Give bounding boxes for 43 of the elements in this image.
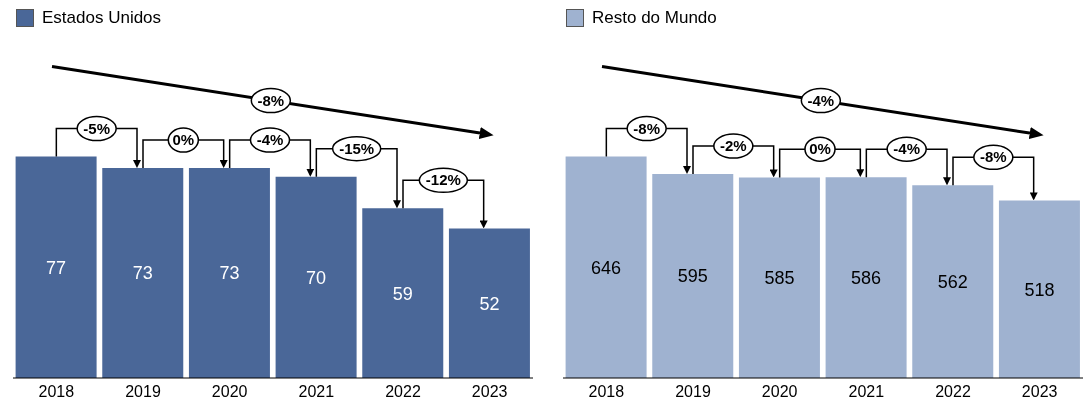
- bar: [362, 208, 444, 378]
- annotation: -15%: [339, 139, 375, 157]
- text: Resto do Mundo: [592, 8, 717, 28]
- x-tick-label: 2023: [1021, 383, 1058, 401]
- bar: [565, 156, 647, 378]
- data-label: 585: [764, 268, 795, 289]
- data-label: 59: [392, 283, 413, 304]
- bar: [738, 177, 820, 378]
- annotation: 0%: [809, 140, 831, 158]
- data-label: 73: [219, 263, 240, 284]
- data-label: 646: [591, 257, 622, 278]
- annotation: -8%: [979, 148, 1007, 166]
- annotation: -4%: [893, 140, 921, 158]
- bar: [188, 168, 270, 378]
- bar: [912, 185, 994, 378]
- x-tick-label: 2022: [935, 383, 971, 401]
- data-label: 595: [677, 266, 708, 287]
- x-tick-label: 2020: [211, 383, 248, 401]
- x-tick-label: 2020: [761, 383, 798, 401]
- data-label: 562: [937, 272, 968, 293]
- annotation: -12%: [425, 171, 461, 189]
- data-label: 77: [46, 257, 67, 278]
- x-tick-label: 2023: [471, 383, 508, 401]
- bar: [652, 174, 734, 378]
- x-tick-label: 2021: [298, 383, 335, 401]
- text: Estados Unidos: [42, 8, 162, 28]
- data-label: 73: [132, 263, 153, 284]
- data-label: 52: [479, 293, 500, 314]
- x-tick-label: 2019: [125, 383, 161, 401]
- bar: [275, 176, 357, 378]
- bar: [102, 168, 184, 378]
- bar: [998, 200, 1080, 378]
- data-label: 70: [306, 267, 327, 288]
- x-tick-label: 2018: [588, 383, 625, 401]
- bar: [448, 228, 530, 378]
- x-tick-label: 2022: [385, 383, 421, 401]
- bar: [825, 177, 907, 378]
- data-label: 586: [851, 267, 882, 288]
- bar: [15, 156, 97, 378]
- data-label: 518: [1024, 279, 1055, 300]
- x-tick-label: 2018: [38, 383, 75, 401]
- x-tick-label: 2019: [675, 383, 711, 401]
- x-tick-label: 2021: [848, 383, 885, 401]
